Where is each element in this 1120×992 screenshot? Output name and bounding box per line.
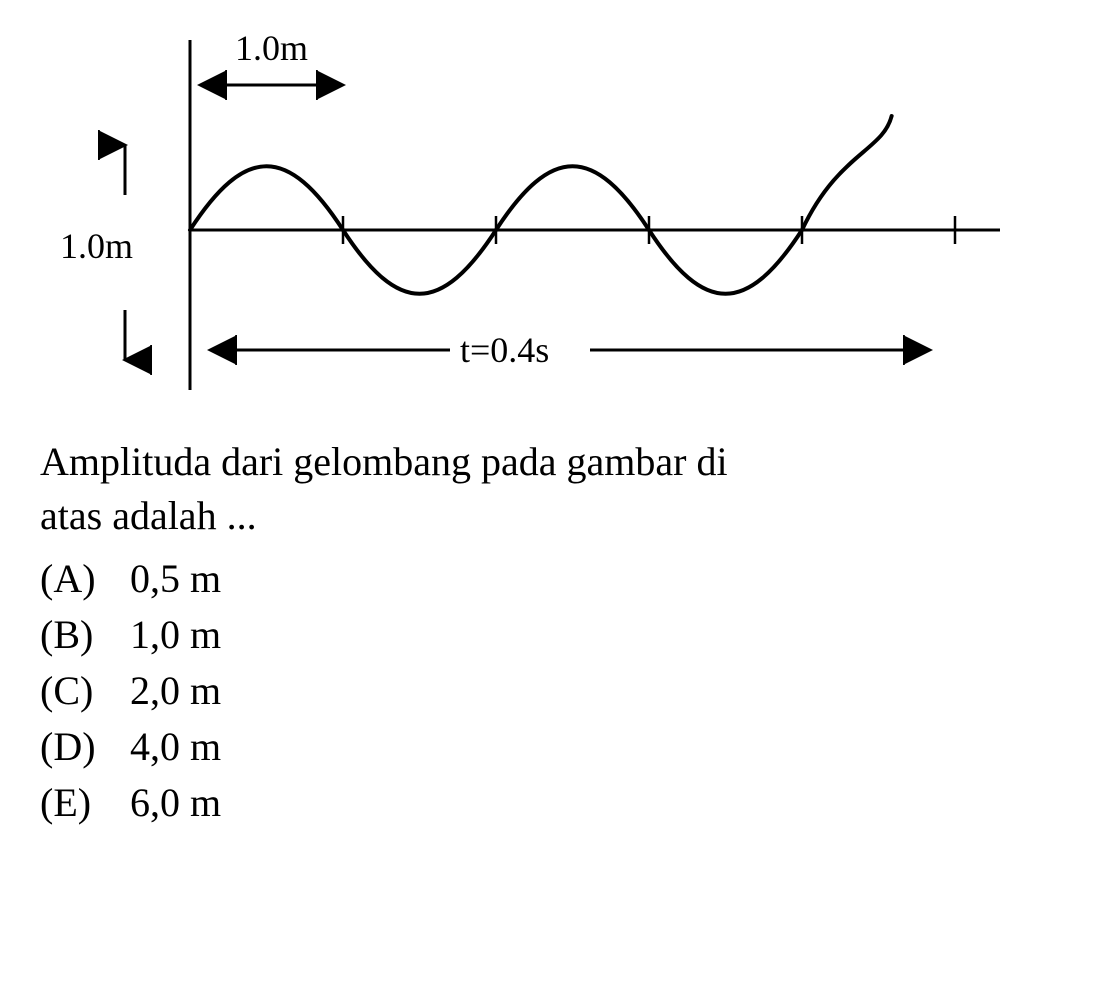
option-row: (B)1,0 m	[40, 607, 1080, 663]
option-label: (D)	[40, 719, 130, 775]
option-row: (D)4,0 m	[40, 719, 1080, 775]
option-value: 2,0 m	[130, 663, 221, 719]
option-label: (C)	[40, 663, 130, 719]
option-label: (A)	[40, 551, 130, 607]
svg-text:t=0.4s: t=0.4s	[460, 330, 549, 370]
option-value: 4,0 m	[130, 719, 221, 775]
option-value: 6,0 m	[130, 775, 221, 831]
option-row: (C)2,0 m	[40, 663, 1080, 719]
question-line2: atas adalah ...	[40, 493, 257, 538]
option-row: (A)0,5 m	[40, 551, 1080, 607]
svg-text:1.0m: 1.0m	[235, 30, 308, 68]
question-line1: Amplituda dari gelombang pada gambar di	[40, 439, 728, 484]
svg-text:1.0m: 1.0m	[60, 226, 133, 266]
option-label: (E)	[40, 775, 130, 831]
option-value: 0,5 m	[130, 551, 221, 607]
question-text: Amplituda dari gelombang pada gambar di …	[40, 435, 1080, 543]
wave-figure: 1.0m 1.0m t=0.4s	[60, 30, 1080, 405]
option-value: 1,0 m	[130, 607, 221, 663]
option-row: (E)6,0 m	[40, 775, 1080, 831]
options-list: (A)0,5 m(B)1,0 m(C)2,0 m(D)4,0 m(E)6,0 m	[40, 551, 1080, 831]
wave-svg: 1.0m 1.0m t=0.4s	[60, 30, 1010, 400]
option-label: (B)	[40, 607, 130, 663]
